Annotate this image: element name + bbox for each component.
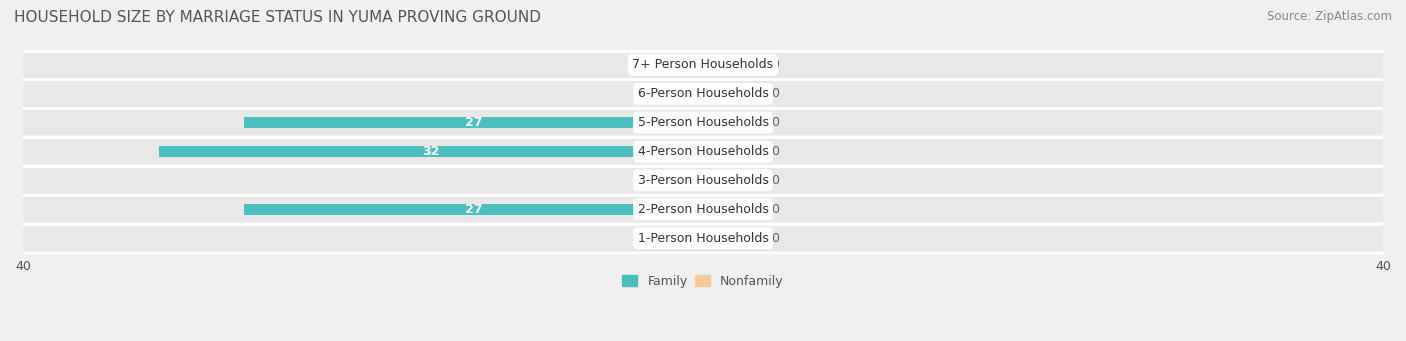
Bar [22, 139, 1384, 164]
Text: 1-Person Households: 1-Person Households [637, 232, 769, 244]
Text: 3-Person Households: 3-Person Households [637, 174, 769, 187]
Text: 7+ Person Households: 7+ Person Households [633, 58, 773, 72]
Text: 0: 0 [770, 116, 779, 129]
Bar [682, 175, 703, 186]
Bar [245, 117, 703, 129]
Text: 2-Person Households: 2-Person Households [637, 203, 769, 216]
Text: 32: 32 [422, 145, 440, 158]
Text: 5-Person Households: 5-Person Households [637, 116, 769, 129]
Text: Source: ZipAtlas.com: Source: ZipAtlas.com [1267, 10, 1392, 23]
Bar [703, 204, 762, 215]
Bar [22, 197, 1384, 222]
Bar [22, 110, 1384, 135]
Text: 0: 0 [666, 174, 673, 187]
Text: HOUSEHOLD SIZE BY MARRIAGE STATUS IN YUMA PROVING GROUND: HOUSEHOLD SIZE BY MARRIAGE STATUS IN YUM… [14, 10, 541, 25]
Text: 27: 27 [465, 116, 482, 129]
Text: 0: 0 [770, 145, 779, 158]
Bar [703, 232, 762, 244]
Bar [22, 168, 1384, 193]
Bar [682, 59, 703, 71]
Bar [682, 232, 703, 244]
Text: 4-Person Households: 4-Person Households [637, 145, 769, 158]
Bar [22, 52, 1384, 78]
Bar [703, 88, 762, 100]
Text: 0: 0 [770, 203, 779, 216]
Bar [159, 146, 703, 157]
Text: 0: 0 [666, 87, 673, 100]
Bar [703, 175, 762, 186]
Text: 0: 0 [770, 232, 779, 244]
Text: 0: 0 [666, 58, 673, 72]
Bar [245, 204, 703, 215]
Legend: Family, Nonfamily: Family, Nonfamily [617, 270, 789, 293]
Bar [703, 59, 762, 71]
Bar [703, 117, 762, 129]
Text: 27: 27 [465, 203, 482, 216]
Bar [22, 225, 1384, 251]
Bar [703, 146, 762, 157]
Bar [682, 88, 703, 100]
Text: 0: 0 [770, 87, 779, 100]
Bar [22, 81, 1384, 106]
Text: 0: 0 [770, 174, 779, 187]
Text: 0: 0 [770, 58, 779, 72]
Text: 6-Person Households: 6-Person Households [637, 87, 769, 100]
Text: 0: 0 [666, 232, 673, 244]
